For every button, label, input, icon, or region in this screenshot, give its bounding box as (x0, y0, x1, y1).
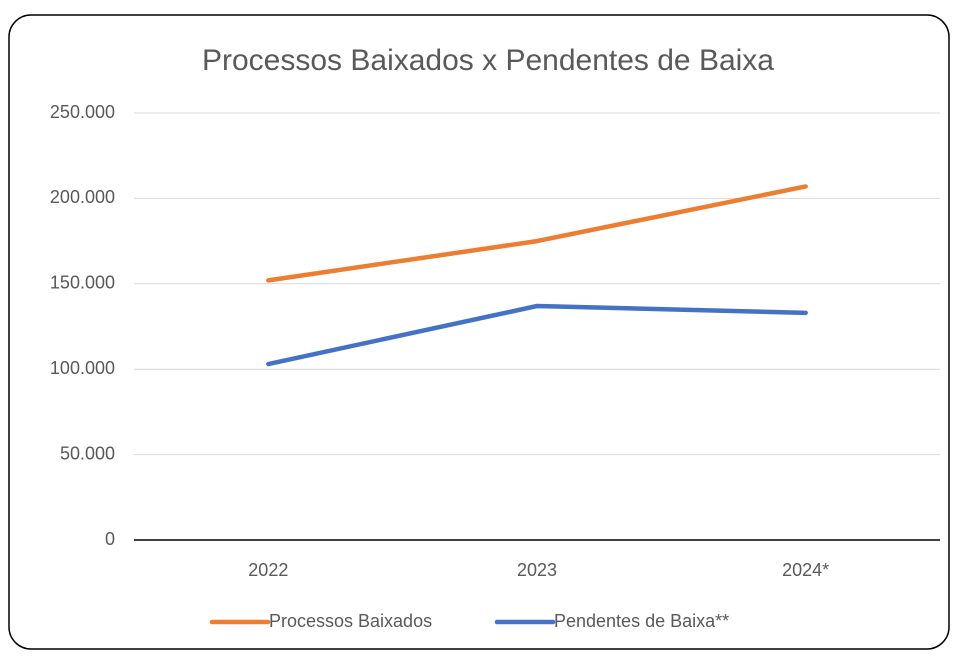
chart-title: Processos Baixados x Pendentes de Baixa (202, 44, 774, 77)
legend-label: Pendentes de Baixa** (554, 611, 729, 631)
x-tick-label: 2024* (782, 560, 829, 580)
x-tick-label: 2022 (248, 560, 288, 580)
y-tick-label: 250.000 (50, 102, 115, 122)
line-series (266, 184, 808, 283)
y-tick-label: 150.000 (50, 273, 115, 293)
chart-frame (8, 14, 950, 650)
line-series (266, 303, 808, 367)
y-tick-label: 200.000 (50, 187, 115, 207)
y-tick-label: 100.000 (50, 358, 115, 378)
x-tick-label: 2023 (517, 560, 557, 580)
legend-label: Processos Baixados (269, 611, 432, 631)
y-tick-label: 50.000 (60, 443, 115, 463)
y-tick-label: 0 (105, 529, 115, 549)
